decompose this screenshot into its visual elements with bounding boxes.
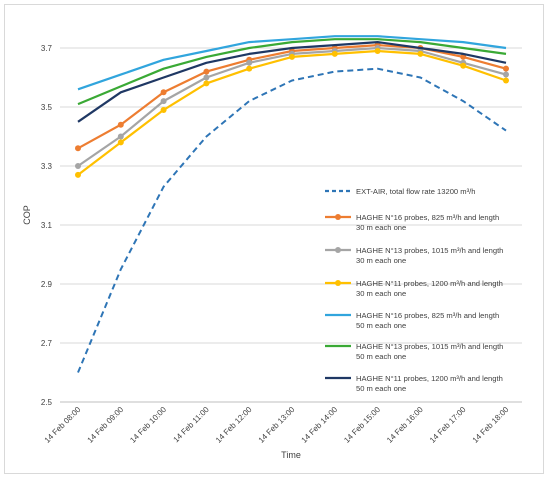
data-point: [246, 65, 253, 72]
y-tick-label: 3.3: [41, 162, 53, 171]
data-point: [75, 171, 81, 178]
legend-label: 30 m each one: [356, 289, 406, 298]
data-point: [460, 53, 467, 60]
legend-item: HAGHE N°16 probes, 825 m³/h and length50…: [325, 311, 499, 330]
x-tick-label: 14 Feb 11:00: [172, 405, 212, 445]
data-point: [460, 62, 467, 69]
data-point: [417, 50, 424, 57]
x-tick-labels: 14 Feb 08:00 14 Feb 09:00 14 Feb 10:00 14 F…: [43, 405, 511, 445]
series-group: [75, 35, 509, 373]
legend-label: HAGHE N°11 probes, 1200 m³/h and length: [356, 374, 503, 383]
legend-label: HAGHE N°13 probes, 1015 m³/h and length: [356, 342, 503, 351]
y-axis-title: COP: [22, 205, 32, 225]
legend-item: EXT-AIR, total flow rate 13200 m³/h: [325, 187, 475, 196]
y-tick-label: 2.9: [41, 280, 53, 289]
series-5: [77, 35, 507, 91]
data-point: [503, 77, 509, 84]
data-point: [160, 89, 167, 96]
series-line: [77, 35, 507, 91]
series-7: [77, 40, 507, 123]
y-tick-label: 3.7: [41, 44, 53, 53]
x-tick-label: 14 Feb 12:00: [214, 405, 254, 445]
legend: EXT-AIR, total flow rate 13200 m³/h HAGHE…: [325, 187, 503, 393]
legend-item: HAGHE N°16 probes, 825 m³/h and length30…: [325, 213, 499, 232]
x-tick-label: 14 Feb 10:00: [128, 405, 168, 445]
data-point: [75, 163, 81, 169]
data-point: [331, 50, 338, 57]
legend-marker: [335, 247, 341, 253]
legend-label: 50 m each one: [356, 352, 406, 361]
data-point: [374, 47, 381, 54]
x-tick-label: 14 Feb 16:00: [385, 405, 425, 445]
x-tick-label: 14 Feb 13:00: [257, 405, 297, 445]
data-point: [160, 98, 167, 105]
data-point: [289, 53, 295, 60]
y-tick-label: 3.1: [41, 221, 53, 230]
chart-frame: [4, 4, 544, 474]
legend-label: 50 m each one: [356, 384, 406, 393]
data-point: [203, 68, 210, 75]
x-tick-label: 14 Feb 15:00: [342, 405, 382, 445]
x-tick-label: 14 Feb 14:00: [300, 405, 340, 445]
x-tick-label: 14 Feb 18:00: [471, 405, 511, 445]
series-4: [75, 47, 509, 178]
series-line: [77, 49, 507, 176]
x-tick-label: 14 Feb 09:00: [86, 405, 126, 445]
legend-item: HAGHE N°13 probes, 1015 m³/h and length3…: [325, 246, 503, 265]
x-tick-label: 14 Feb 17:00: [428, 405, 468, 445]
legend-label: HAGHE N°11 probes, 1200 m³/h and length: [356, 279, 503, 288]
legend-label: HAGHE N°13 probes, 1015 m³/h and length: [356, 246, 503, 255]
data-point: [203, 80, 210, 87]
y-tick-label: 2.5: [41, 398, 53, 407]
y-tick-label: 3.5: [41, 103, 53, 112]
legend-marker: [335, 280, 341, 286]
data-point: [117, 121, 124, 128]
legend-marker: [335, 214, 341, 220]
legend-label: 50 m each one: [356, 321, 406, 330]
series-line: [77, 40, 507, 123]
data-point: [75, 145, 81, 152]
data-point: [503, 65, 509, 72]
series-line: [77, 38, 507, 106]
y-tick-labels: 2.5 2.7 2.9 3.1 3.3 3.5 3.7: [41, 44, 53, 407]
data-point: [246, 59, 253, 66]
series-1: [77, 67, 507, 373]
legend-item: HAGHE N°11 probes, 1200 m³/h and length5…: [325, 374, 503, 393]
legend-item: HAGHE N°11 probes, 1200 m³/h and length3…: [325, 279, 503, 298]
series-6: [77, 38, 507, 106]
grid-lines: [60, 47, 522, 403]
legend-label: 30 m each one: [356, 256, 406, 265]
legend-label: HAGHE N°16 probes, 825 m³/h and length: [356, 213, 499, 222]
x-axis-title: Time: [281, 450, 301, 460]
legend-item: HAGHE N°13 probes, 1015 m³/h and length5…: [325, 342, 503, 361]
legend-label: HAGHE N°16 probes, 825 m³/h and length: [356, 311, 499, 320]
series-line: [77, 67, 507, 373]
legend-label: EXT-AIR, total flow rate 13200 m³/h: [356, 187, 475, 196]
y-tick-label: 2.7: [41, 339, 53, 348]
data-point: [117, 133, 124, 140]
data-point: [160, 106, 167, 113]
x-tick-label: 14 Feb 08:00: [43, 405, 83, 445]
legend-label: 30 m each one: [356, 223, 406, 232]
data-point: [117, 139, 124, 146]
data-point: [203, 74, 210, 81]
data-point: [503, 71, 509, 78]
